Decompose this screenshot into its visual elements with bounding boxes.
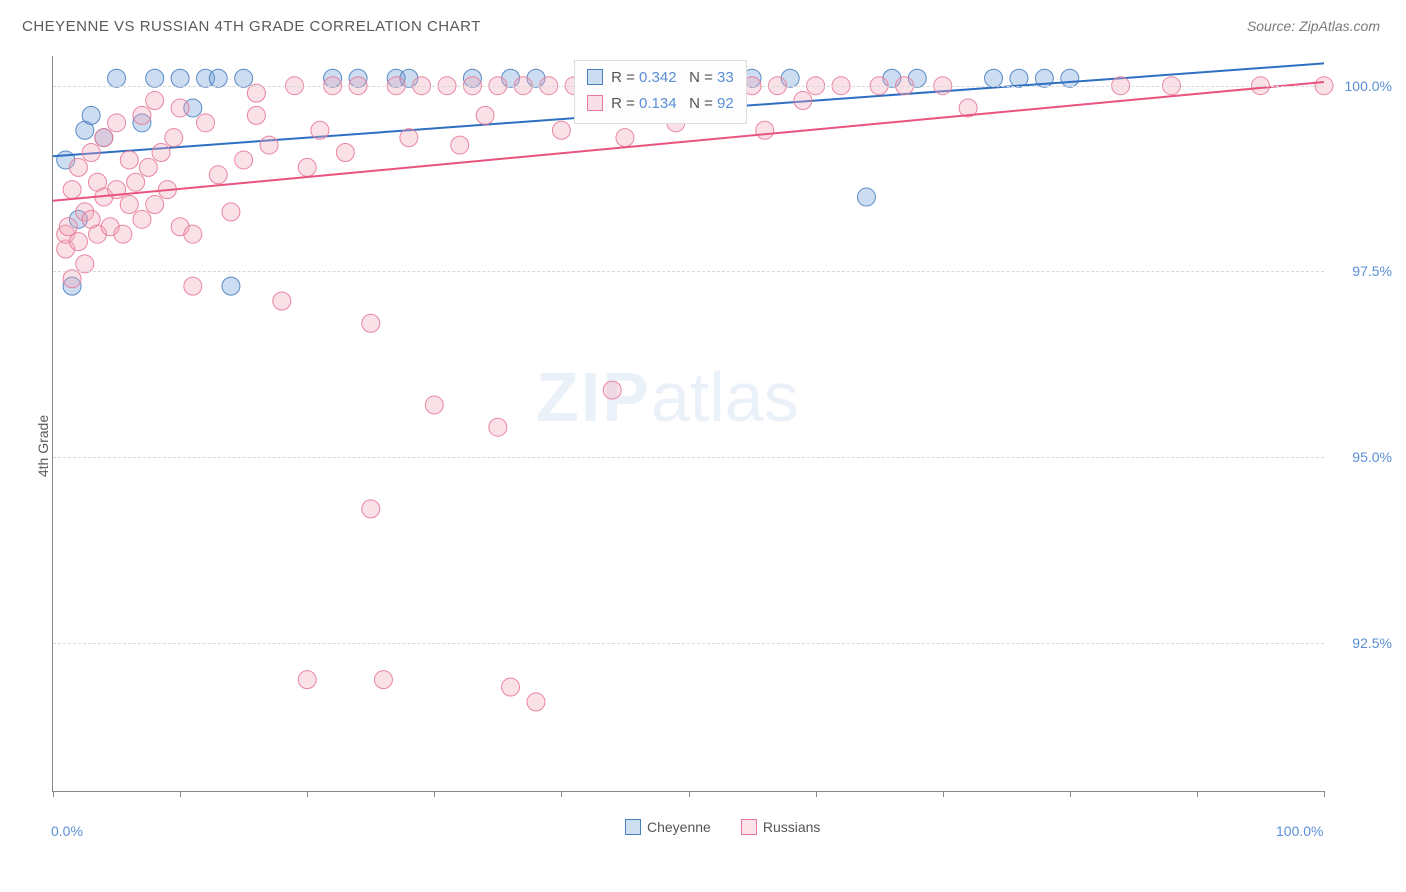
scatter-point	[425, 396, 443, 414]
x-tick	[816, 791, 817, 797]
scatter-point	[127, 173, 145, 191]
legend-swatch	[741, 819, 757, 835]
scatter-point	[108, 114, 126, 132]
scatter-point	[95, 129, 113, 147]
x-tick	[434, 791, 435, 797]
x-tick	[561, 791, 562, 797]
legend-item: Cheyenne	[625, 819, 711, 835]
y-tick-label: 97.5%	[1352, 263, 1392, 279]
scatter-point	[69, 158, 87, 176]
scatter-point	[108, 69, 126, 87]
scatter-point	[171, 99, 189, 117]
legend-swatch	[587, 69, 603, 85]
scatter-point	[311, 121, 329, 139]
scatter-point	[489, 418, 507, 436]
scatter-point	[247, 106, 265, 124]
legend-swatch	[625, 819, 641, 835]
scatter-point	[235, 69, 253, 87]
gridline-horizontal	[53, 271, 1324, 272]
scatter-point	[165, 129, 183, 147]
plot-area: ZIPatlas 92.5%95.0%97.5%100.0%0.0%100.0%…	[52, 56, 1324, 792]
scatter-point	[82, 106, 100, 124]
scatter-point	[184, 225, 202, 243]
scatter-point	[273, 292, 291, 310]
scatter-point	[146, 69, 164, 87]
scatter-point	[114, 225, 132, 243]
gridline-horizontal	[53, 643, 1324, 644]
scatter-point	[76, 255, 94, 273]
series-legend: Cheyenne Russians	[625, 819, 820, 835]
scatter-point	[603, 381, 621, 399]
scatter-point	[146, 92, 164, 110]
source-attribution: Source: ZipAtlas.com	[1247, 18, 1380, 34]
scatter-point	[63, 270, 81, 288]
chart-title: CHEYENNE VS RUSSIAN 4TH GRADE CORRELATIO…	[22, 18, 481, 35]
x-tick	[180, 791, 181, 797]
scatter-point	[756, 121, 774, 139]
scatter-point	[235, 151, 253, 169]
x-tick	[689, 791, 690, 797]
scatter-point	[63, 181, 81, 199]
scatter-plot-svg	[53, 56, 1324, 791]
scatter-point	[120, 195, 138, 213]
x-tick-label: 0.0%	[51, 823, 83, 839]
scatter-point	[985, 69, 1003, 87]
x-tick	[943, 791, 944, 797]
x-tick	[53, 791, 54, 797]
scatter-point	[222, 277, 240, 295]
y-tick-label: 92.5%	[1352, 635, 1392, 651]
scatter-point	[527, 693, 545, 711]
scatter-point	[69, 233, 87, 251]
scatter-point	[222, 203, 240, 221]
scatter-point	[152, 144, 170, 162]
scatter-point	[362, 500, 380, 518]
y-tick-label: 95.0%	[1352, 449, 1392, 465]
scatter-point	[139, 158, 157, 176]
scatter-point	[247, 84, 265, 102]
scatter-point	[146, 195, 164, 213]
x-tick-label: 100.0%	[1276, 823, 1323, 839]
scatter-point	[260, 136, 278, 154]
scatter-point	[616, 129, 634, 147]
correlation-row: R = 0.134 N = 92	[587, 91, 734, 117]
scatter-point	[451, 136, 469, 154]
x-tick	[1324, 791, 1325, 797]
scatter-point	[298, 158, 316, 176]
scatter-point	[82, 144, 100, 162]
y-tick-label: 100.0%	[1345, 78, 1392, 94]
scatter-point	[171, 69, 189, 87]
scatter-point	[120, 151, 138, 169]
scatter-point	[1061, 69, 1079, 87]
correlation-row: R = 0.342 N = 33	[587, 65, 734, 91]
scatter-point	[336, 144, 354, 162]
scatter-point	[133, 210, 151, 228]
scatter-point	[362, 314, 380, 332]
legend-swatch	[587, 95, 603, 111]
gridline-horizontal	[53, 457, 1324, 458]
scatter-point	[197, 114, 215, 132]
x-tick	[1197, 791, 1198, 797]
y-axis-label: 4th Grade	[35, 415, 51, 477]
scatter-point	[298, 671, 316, 689]
scatter-point	[209, 69, 227, 87]
x-tick	[307, 791, 308, 797]
scatter-point	[794, 92, 812, 110]
scatter-point	[184, 277, 202, 295]
scatter-point	[857, 188, 875, 206]
scatter-point	[374, 671, 392, 689]
scatter-point	[133, 106, 151, 124]
x-tick	[1070, 791, 1071, 797]
scatter-point	[476, 106, 494, 124]
legend-item: Russians	[741, 819, 821, 835]
scatter-point	[502, 678, 520, 696]
scatter-point	[400, 129, 418, 147]
correlation-legend-box: R = 0.342 N = 33R = 0.134 N = 92	[574, 60, 747, 124]
scatter-point	[209, 166, 227, 184]
scatter-point	[552, 121, 570, 139]
